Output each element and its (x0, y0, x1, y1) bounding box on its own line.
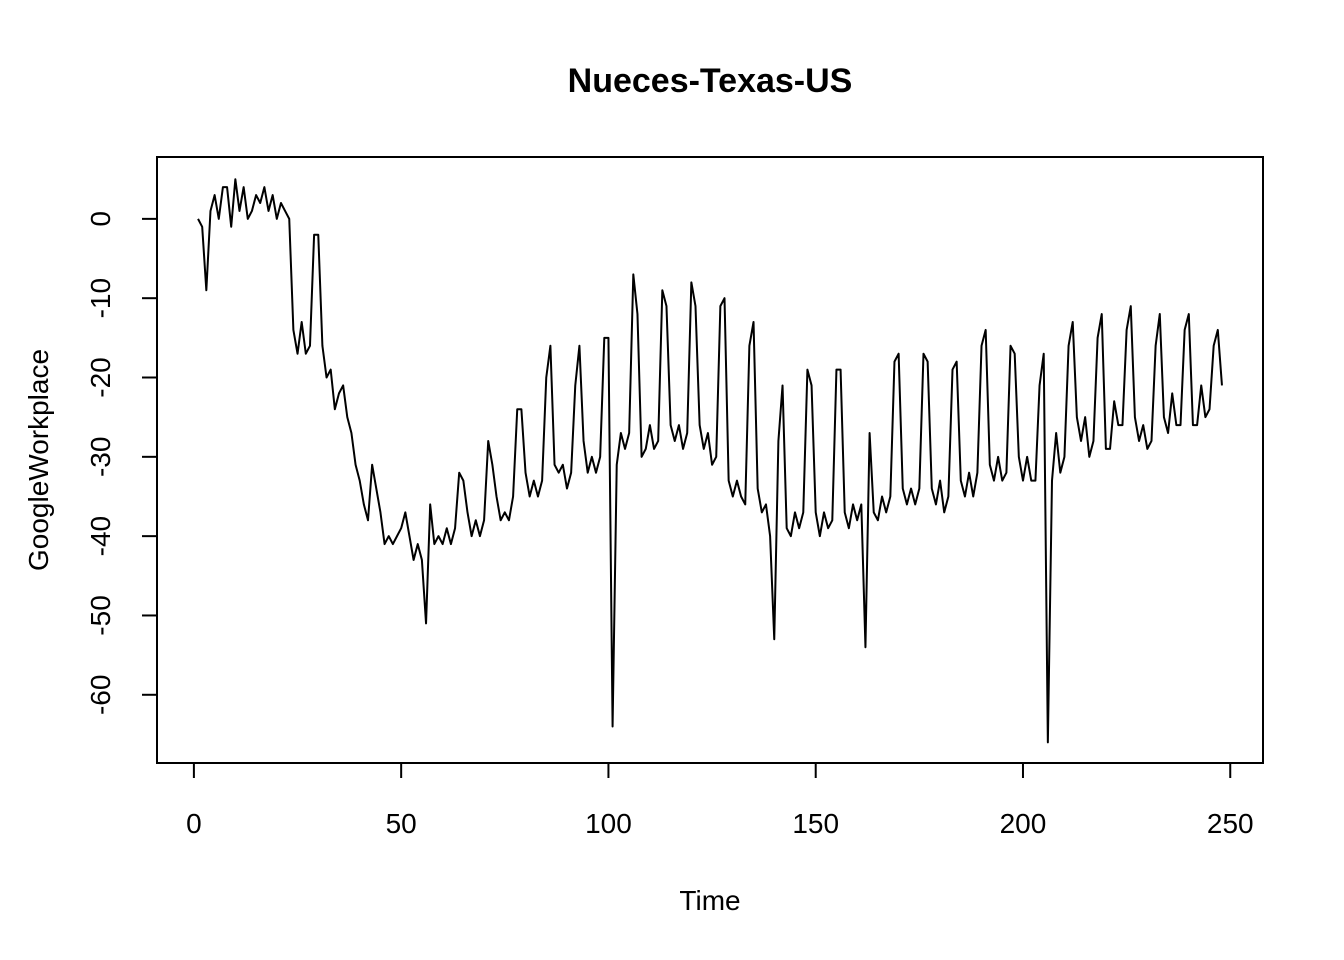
chart-title: Nueces-Texas-US (568, 62, 853, 100)
y-tick-label: -20 (85, 357, 116, 397)
y-tick-label: -30 (85, 437, 116, 477)
x-tick-label: 200 (1000, 808, 1047, 839)
x-tick-label: 100 (585, 808, 632, 839)
y-tick-label: -50 (85, 595, 116, 635)
x-tick-label: 50 (386, 808, 417, 839)
series-line (197, 178, 1223, 744)
y-tick-label: -10 (85, 278, 116, 318)
x-axis-label: Time (679, 885, 740, 916)
x-tick-label: 0 (186, 808, 202, 839)
x-tick-label: 150 (792, 808, 839, 839)
y-tick-label: -60 (85, 675, 116, 715)
x-axis: 0 50 100 150 200 250 (186, 762, 1254, 839)
y-tick-label: 0 (85, 211, 116, 227)
y-axis-label: GoogleWorkplace (23, 349, 54, 571)
y-axis: 0 -10 -20 -30 -40 -50 -60 (85, 211, 158, 715)
x-tick-label: 250 (1207, 808, 1254, 839)
y-tick-label: -40 (85, 516, 116, 556)
plot-frame (156, 156, 1264, 764)
